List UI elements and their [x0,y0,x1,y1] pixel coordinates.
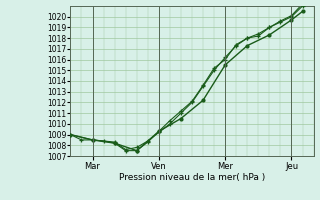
X-axis label: Pression niveau de la mer( hPa ): Pression niveau de la mer( hPa ) [119,173,265,182]
